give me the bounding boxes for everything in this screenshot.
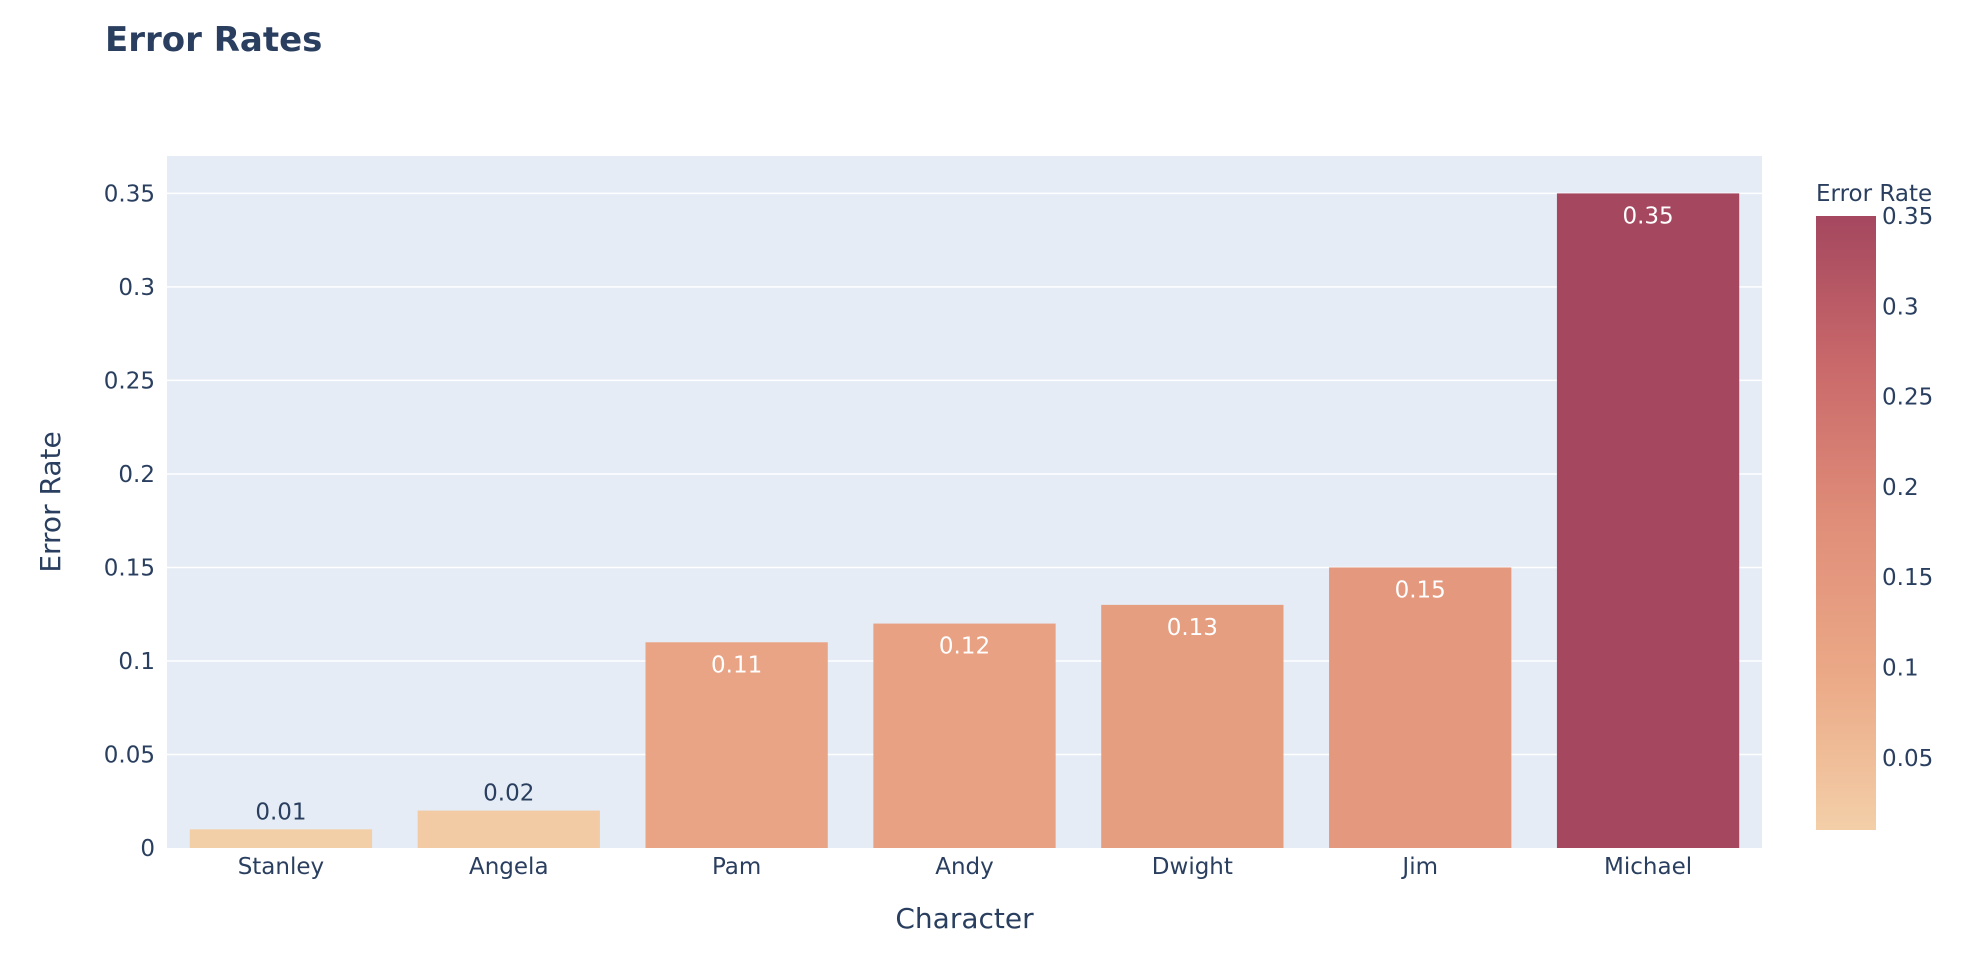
- x-axis-ticks: Stanley Angela Pam Andy Dwight Jim Michael: [238, 854, 1692, 880]
- y-tick-label: 0.15: [104, 555, 155, 581]
- bar-pam: [645, 642, 828, 848]
- x-tick-label: Angela: [469, 854, 549, 880]
- y-axis-title: Error Rate: [34, 431, 67, 572]
- data-label: 0.15: [1395, 577, 1446, 603]
- colorbar-tick-label: 0.3: [1882, 294, 1919, 320]
- bar-dwight: [1101, 604, 1284, 848]
- colorbar-ticks: 0.05 0.1 0.15 0.2 0.25 0.3 0.35: [1882, 204, 1933, 772]
- y-tick-label: 0.3: [118, 275, 155, 301]
- bar-stanley: [189, 829, 373, 848]
- colorbar-tick-label: 0.2: [1882, 475, 1919, 501]
- y-tick-label: 0.2: [118, 462, 155, 488]
- colorbar-tick-label: 0.1: [1882, 655, 1919, 681]
- x-tick-label: Dwight: [1152, 854, 1233, 880]
- data-label: 0.12: [939, 634, 990, 660]
- x-tick-label: Andy: [935, 854, 994, 880]
- x-tick-label: Michael: [1604, 854, 1692, 880]
- bars: 0.01 0.02 0.11 0.12 0.13 0.15 0.35: [189, 193, 1740, 849]
- bar-andy: [873, 623, 1056, 848]
- x-tick-label: Jim: [1400, 854, 1438, 880]
- bar-jim: [1329, 567, 1512, 848]
- colorbar: Error Rate 0.05 0.1 0.15 0.2 0.25 0.3 0.35: [1816, 181, 1933, 830]
- x-tick-label: Pam: [712, 854, 761, 880]
- data-label: 0.02: [483, 781, 534, 807]
- colorbar-tick-label: 0.05: [1882, 746, 1933, 772]
- bar-michael: [1556, 193, 1740, 849]
- colorbar-tick-label: 0.15: [1882, 565, 1933, 591]
- y-tick-label: 0.25: [104, 368, 155, 394]
- data-label: 0.13: [1167, 615, 1218, 641]
- x-axis-title: Character: [895, 902, 1034, 935]
- y-axis-ticks: 0 0.05 0.1 0.15 0.2 0.25 0.3 0.35: [104, 181, 155, 862]
- colorbar-tick-label: 0.35: [1882, 204, 1933, 230]
- x-tick-label: Stanley: [238, 854, 324, 880]
- data-label: 0.35: [1622, 203, 1673, 229]
- chart-title: Error Rates: [105, 20, 323, 60]
- colorbar-gradient: [1816, 216, 1876, 830]
- y-tick-label: 0.35: [104, 181, 155, 207]
- colorbar-title: Error Rate: [1816, 181, 1932, 207]
- y-tick-label: 0: [140, 836, 155, 862]
- y-tick-label: 0.1: [118, 649, 155, 675]
- data-label: 0.01: [255, 799, 306, 825]
- y-tick-label: 0.05: [104, 742, 155, 768]
- colorbar-tick-label: 0.25: [1882, 385, 1933, 411]
- bar-angela: [417, 810, 600, 848]
- data-label: 0.11: [711, 652, 762, 678]
